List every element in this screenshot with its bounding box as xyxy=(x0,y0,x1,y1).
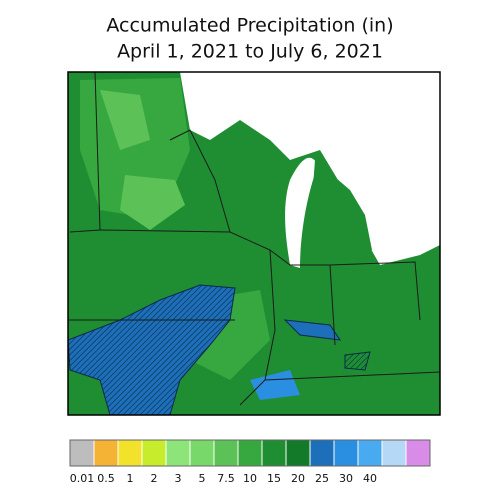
legend-label: 2 xyxy=(151,472,158,485)
wet-patch xyxy=(283,319,342,341)
legend-label: 10 xyxy=(243,472,257,485)
legend-label: 7.5 xyxy=(217,472,235,485)
legend-label: 0.5 xyxy=(97,472,115,485)
title: Accumulated Precipitation (in) xyxy=(106,15,393,37)
legend-swatch xyxy=(285,439,311,467)
legend: 0.01 0.5 1 2 3 5 7.5 10 15 20 25 30 40 xyxy=(69,439,431,485)
legend-swatch xyxy=(69,439,95,467)
legend-swatch xyxy=(165,439,191,467)
border xyxy=(99,229,291,266)
region-light xyxy=(100,90,150,150)
lower-michigan xyxy=(312,160,372,265)
legend-label: 40 xyxy=(363,472,377,485)
legend-swatch xyxy=(309,439,335,467)
legend-label: 1 xyxy=(127,472,134,485)
legend-label: 15 xyxy=(267,472,281,485)
legend-label: 30 xyxy=(339,472,353,485)
canada-lakes xyxy=(180,72,440,265)
border xyxy=(239,249,276,406)
border xyxy=(329,261,421,321)
border xyxy=(169,129,231,233)
wet-patch xyxy=(250,370,300,400)
legend-swatch xyxy=(381,439,407,467)
legend-swatch xyxy=(93,439,119,467)
wet-hatch xyxy=(68,284,236,415)
legend-swatch xyxy=(333,439,359,467)
state-borders xyxy=(68,72,440,406)
legend-label: 5 xyxy=(199,472,206,485)
legend-label: 0.01 xyxy=(70,472,95,485)
region-light xyxy=(120,175,185,230)
legend-swatch xyxy=(261,439,287,467)
border xyxy=(264,371,440,381)
legend-label: 3 xyxy=(175,472,182,485)
lake-michigan xyxy=(285,157,318,268)
wet-patch xyxy=(344,351,371,371)
legend-label: 20 xyxy=(291,472,305,485)
map xyxy=(68,72,440,415)
legend-label: 25 xyxy=(315,472,329,485)
subtitle: April 1, 2021 to July 6, 2021 xyxy=(117,41,383,63)
legend-swatch xyxy=(237,439,263,467)
legend-swatch xyxy=(117,439,143,467)
legend-swatch xyxy=(213,439,239,467)
legend-swatch xyxy=(141,439,167,467)
legend-swatch xyxy=(405,439,431,467)
legend-swatch xyxy=(357,439,383,467)
legend-swatch xyxy=(189,439,215,467)
legend-frame xyxy=(69,439,431,467)
map-frame xyxy=(67,71,441,416)
